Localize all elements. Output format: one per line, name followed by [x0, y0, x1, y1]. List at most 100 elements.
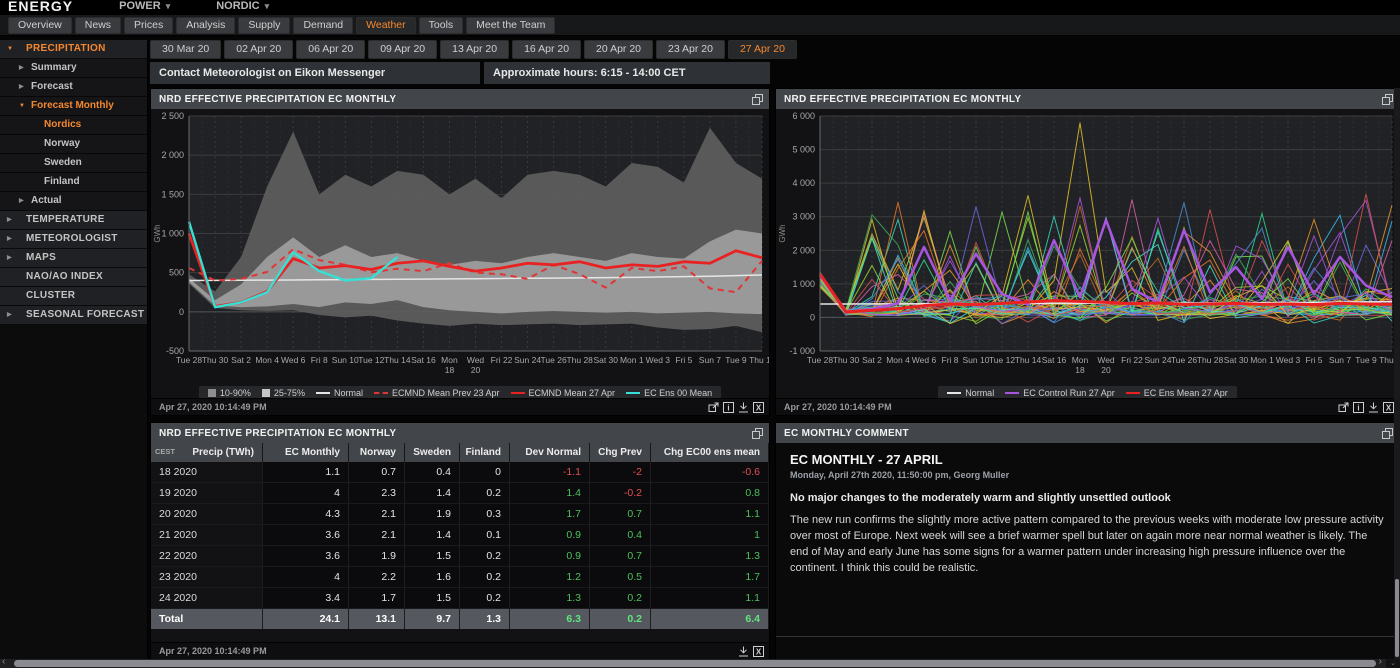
sidebar-item-summary[interactable]: ▶Summary — [0, 59, 147, 78]
nav-tab-analysis[interactable]: Analysis — [176, 17, 235, 34]
svg-text:Tue 12: Tue 12 — [358, 355, 384, 365]
menu-power[interactable]: POWER — [119, 0, 170, 12]
nav-tab-demand[interactable]: Demand — [293, 17, 353, 34]
date-tab-27-apr-20[interactable]: 27 Apr 20 — [728, 40, 797, 59]
precipitation-table: CESTPrecip (TWh)EC MonthlyNorwaySwedenFi… — [151, 443, 769, 629]
table-row[interactable]: 18 20201.10.70.40-1.1-2-0.6 — [151, 462, 769, 483]
download-icon[interactable] — [738, 402, 749, 413]
sidebar-item-actual[interactable]: ▶Actual — [0, 192, 147, 211]
sidebar-item-sweden[interactable]: Sweden — [0, 154, 147, 173]
table-cell: 1.6 — [405, 567, 460, 588]
date-tab-16-apr-20[interactable]: 16 Apr 20 — [512, 40, 581, 59]
nav-tab-tools[interactable]: Tools — [419, 17, 464, 34]
legend-item[interactable]: EC Ens 00 Mean — [626, 388, 712, 398]
sidebar-item-finland[interactable]: Finland — [0, 173, 147, 192]
external-link-icon[interactable] — [1338, 402, 1349, 413]
sidebar-item-seasonal-forecast[interactable]: ▶SEASONAL FORECAST — [0, 306, 147, 325]
nav-tab-news[interactable]: News — [75, 17, 121, 34]
table-total-row[interactable]: Total24.113.19.71.36.30.26.4 — [151, 609, 769, 629]
legend-item[interactable]: EC Control Run 27 Apr — [1005, 388, 1115, 398]
table-row[interactable]: 19 202042.31.40.21.4-0.20.8 — [151, 483, 769, 504]
download-icon[interactable] — [1368, 402, 1379, 413]
excel-export-icon[interactable]: X — [753, 646, 764, 657]
table-row[interactable]: 23 202042.21.60.21.20.51.7 — [151, 567, 769, 588]
table-cell: 0.7 — [590, 504, 651, 525]
nav-tab-supply[interactable]: Supply — [238, 17, 290, 34]
date-tab-02-apr-20[interactable]: 02 Apr 20 — [224, 40, 293, 59]
nav-tab-meet-the-team[interactable]: Meet the Team — [466, 17, 555, 34]
table-cell: 9.7 — [405, 609, 460, 629]
date-tab-13-apr-20[interactable]: 13 Apr 20 — [440, 40, 509, 59]
sidebar-item-norway[interactable]: Norway — [0, 135, 147, 154]
legend-label: EC Ens Mean 27 Apr — [1144, 388, 1228, 398]
table-row[interactable]: 22 20203.61.91.50.20.90.71.3 — [151, 546, 769, 567]
table-row[interactable]: 21 20203.62.11.40.10.90.41 — [151, 525, 769, 546]
download-icon[interactable] — [738, 646, 749, 657]
sidebar-item-precipitation[interactable]: ▼PRECIPITATION — [0, 40, 147, 59]
scroll-right-icon[interactable] — [1379, 656, 1382, 667]
popout-icon[interactable] — [752, 428, 763, 439]
table-cell: 3.6 — [263, 546, 349, 567]
info-icon[interactable]: i — [1353, 402, 1364, 413]
horizontal-scrollbar-thumb[interactable] — [14, 660, 1376, 667]
sidebar-item-cluster[interactable]: CLUSTER — [0, 287, 147, 306]
table-row[interactable]: 20 20204.32.11.90.31.70.71.1 — [151, 504, 769, 525]
sidebar-item-meteorologist[interactable]: ▶METEOROLOGIST — [0, 230, 147, 249]
info-icon[interactable]: i — [723, 402, 734, 413]
legend-item[interactable]: Normal — [947, 388, 994, 398]
excel-export-icon[interactable]: X — [753, 402, 764, 413]
sidebar-item-nordics[interactable]: Nordics — [0, 116, 147, 135]
contact-meteorologist-cell[interactable]: Contact Meteorologist on Eikon Messenger — [150, 62, 480, 84]
svg-text:Sun 7: Sun 7 — [699, 355, 721, 365]
date-tab-23-apr-20[interactable]: 23 Apr 20 — [656, 40, 725, 59]
sidebar-item-maps[interactable]: ▶MAPS — [0, 249, 147, 268]
legend-item[interactable]: ECMND Mean 27 Apr — [511, 388, 616, 398]
date-tab-09-apr-20[interactable]: 09 Apr 20 — [368, 40, 437, 59]
table-row[interactable]: 24 20203.41.71.50.21.30.21.1 — [151, 588, 769, 609]
vertical-scrollbar[interactable] — [1394, 88, 1400, 659]
popout-icon[interactable] — [752, 94, 763, 105]
sidebar-item-temperature[interactable]: ▶TEMPERATURE — [0, 211, 147, 230]
svg-text:X: X — [756, 403, 762, 412]
svg-text:Sat 30: Sat 30 — [1224, 355, 1249, 365]
comment-footer-divider — [776, 636, 1399, 637]
menu-nordic[interactable]: NORDIC — [216, 0, 269, 12]
sidebar-item-forecast[interactable]: ▶Forecast — [0, 78, 147, 97]
svg-text:1 000: 1 000 — [161, 229, 184, 239]
table-cell: 1.3 — [460, 609, 510, 629]
nav-tab-overview[interactable]: Overview — [8, 17, 72, 34]
comment-byline: Monday, April 27th 2020, 11:50:00 pm, Ge… — [790, 470, 1385, 480]
scroll-left-icon[interactable] — [2, 656, 5, 667]
legend-item[interactable]: 10-90% — [208, 388, 251, 398]
legend-item[interactable]: Normal — [316, 388, 363, 398]
popout-icon[interactable] — [1382, 428, 1393, 439]
table-cell: 1.1 — [263, 462, 349, 483]
date-tab-bar: 30 Mar 2002 Apr 2006 Apr 2009 Apr 2013 A… — [150, 40, 790, 59]
vertical-scrollbar-thumb[interactable] — [1395, 579, 1399, 657]
svg-text:Mon 4: Mon 4 — [255, 355, 279, 365]
nav-tab-prices[interactable]: Prices — [124, 17, 173, 34]
popout-icon[interactable] — [1382, 94, 1393, 105]
svg-text:1 000: 1 000 — [792, 279, 815, 289]
horizontal-scrollbar[interactable] — [0, 659, 1400, 668]
date-tab-06-apr-20[interactable]: 06 Apr 20 — [296, 40, 365, 59]
nav-tab-bar: OverviewNewsPricesAnalysisSupplyDemandWe… — [0, 15, 1400, 36]
legend-marker — [208, 389, 216, 397]
sidebar-item-label: Norway — [44, 138, 80, 149]
nav-tab-weather[interactable]: Weather — [356, 17, 416, 34]
sidebar-item-label: Sweden — [44, 157, 82, 168]
excel-export-icon[interactable]: X — [1383, 402, 1394, 413]
date-tab-30-mar-20[interactable]: 30 Mar 20 — [150, 40, 221, 59]
date-tab-20-apr-20[interactable]: 20 Apr 20 — [584, 40, 653, 59]
legend-marker — [374, 392, 388, 394]
legend-label: EC Ens 00 Mean — [644, 388, 712, 398]
sidebar-item-nao-ao-index[interactable]: NAO/AO INDEX — [0, 268, 147, 287]
svg-text:Mon18: Mon18 — [1072, 355, 1089, 375]
legend-item[interactable]: 25-75% — [262, 388, 305, 398]
legend-item[interactable]: EC Ens Mean 27 Apr — [1126, 388, 1228, 398]
sidebar-item-forecast-monthly[interactable]: ▼Forecast Monthly — [0, 97, 147, 116]
svg-text:GWh: GWh — [153, 224, 162, 242]
external-link-icon[interactable] — [708, 402, 719, 413]
svg-text:Thu 30: Thu 30 — [833, 355, 860, 365]
legend-item[interactable]: ECMND Mean Prev 23 Apr — [374, 388, 500, 398]
